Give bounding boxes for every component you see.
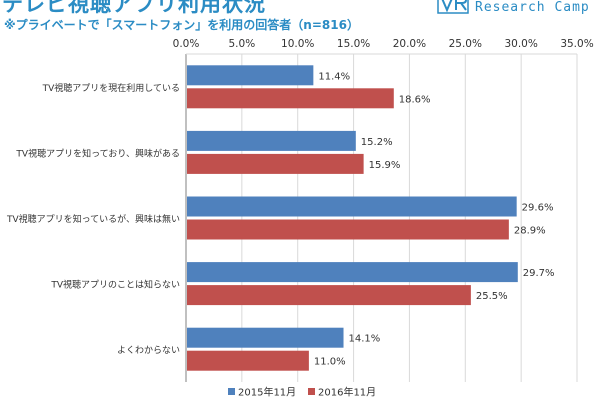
data-label: 15.9% [369, 160, 401, 171]
x-axis-ticks: 0.0% 5.0% 10.0% 15.0% 20.0% 25.0% 30.0% 35.0% [173, 38, 594, 50]
x-tick-label: 0.0% [173, 38, 200, 50]
data-label: 28.9% [514, 226, 546, 237]
brand-mark-icon [437, 0, 469, 14]
legend-label: 2016年11月 [318, 386, 376, 399]
legend-label: 2015年11月 [238, 386, 296, 399]
category-label: TV視聴アプリを現在利用している [42, 82, 180, 94]
data-labels: 11.4% 18.6% 15.2% 15.9% 29.6% 28.9% 29.7% 25.5%… [314, 71, 555, 367]
x-tick-label: 5.0% [229, 38, 256, 50]
category-label: TV視聴アプリを知っており、興味がある [15, 147, 180, 159]
category-label: TV視聴アプリを知っているが、興味は無い [6, 213, 180, 225]
data-label: 29.7% [523, 268, 555, 279]
x-tick-label: 20.0% [393, 38, 426, 50]
data-label: 18.6% [399, 94, 431, 105]
chart-title: テレビ視聴アプリ利用状況 [2, 0, 266, 16]
bar [187, 219, 509, 240]
bar [187, 327, 344, 348]
x-tick-label: 30.0% [504, 38, 537, 50]
category-label: よくわからない [117, 345, 180, 356]
data-label: 11.4% [318, 71, 350, 82]
x-tick-label: 35.0% [560, 38, 593, 50]
bar [187, 285, 471, 306]
brand-text: Research Camp [475, 0, 590, 15]
data-label: 11.0% [314, 357, 346, 368]
category-labels: TV視聴アプリを現在利用している TV視聴アプリを知っており、興味がある TV視聴ア… [6, 82, 180, 356]
x-tick-label: 15.0% [337, 38, 370, 50]
legend: 2015年11月 2016年11月 [228, 386, 376, 399]
bars [187, 65, 518, 371]
bar [187, 350, 309, 371]
bar [187, 196, 517, 217]
data-label: 14.1% [349, 334, 381, 345]
bar [187, 88, 394, 109]
brand-logo: Research Camp [437, 0, 597, 17]
x-tick-label: 25.0% [449, 38, 482, 50]
x-tick-label: 10.0% [281, 38, 314, 50]
chart-grid [185, 53, 578, 382]
bar [187, 130, 356, 151]
data-label: 25.5% [476, 291, 508, 302]
category-label: TV視聴アプリのことは知らない [50, 279, 180, 291]
bar [187, 262, 518, 283]
legend-swatch [308, 388, 315, 395]
data-label: 29.6% [522, 203, 554, 214]
bar [187, 153, 364, 174]
chart-subtitle: ※プライベートで「スマートフォン」を利用の回答者（n=816） [4, 18, 359, 32]
data-label: 15.2% [361, 137, 393, 148]
legend-swatch [228, 388, 235, 395]
bar [187, 65, 314, 86]
